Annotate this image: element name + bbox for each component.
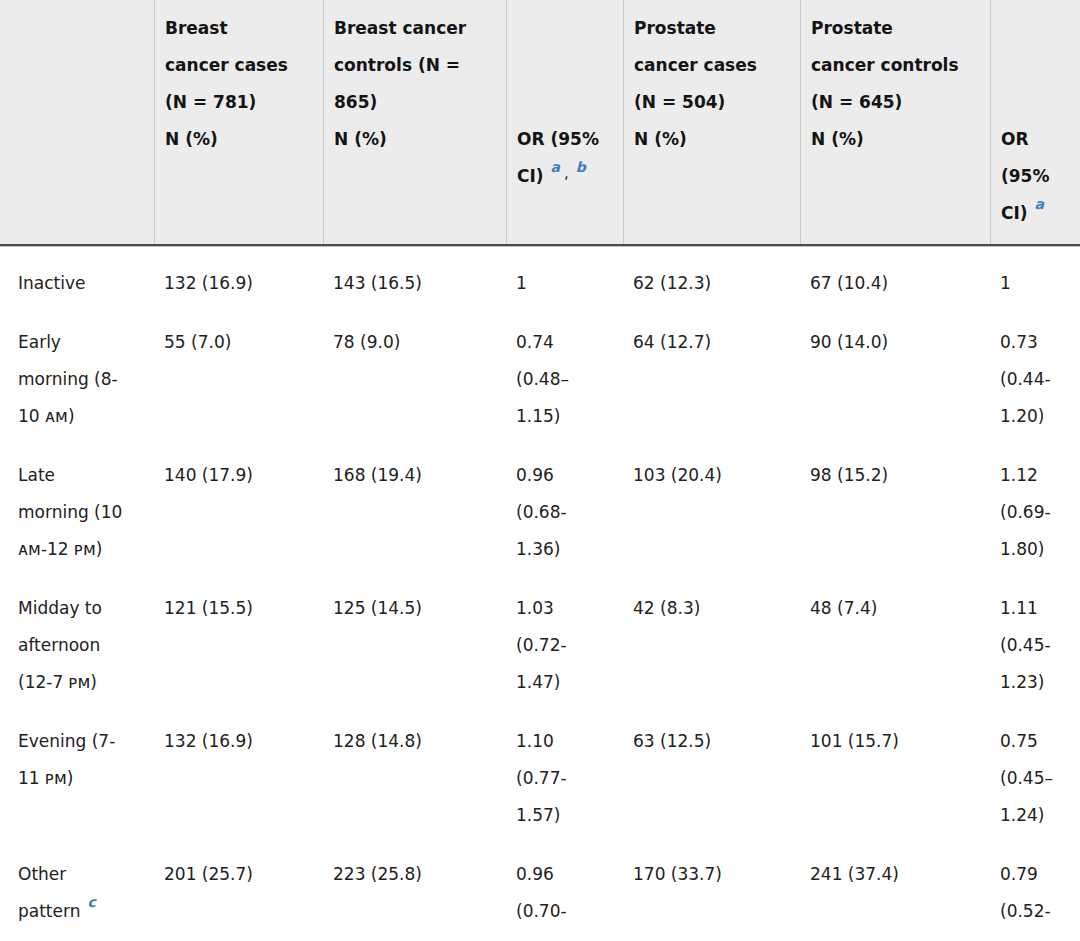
cell-or-breast: 1.10(0.77-1.57): [506, 704, 623, 837]
cell-breast-controls: 168 (19.4): [323, 438, 506, 571]
header-cell-breast-cases: Breastcancer cases(N = 781)N (%): [154, 0, 323, 244]
header-cell-prostate-controls: Prostatecancer controls(N = 645)N (%): [800, 0, 990, 244]
table-row-early-morning: Earlymorning (8-10 ᴀᴍ) 55 (7.0) 78 (9.0)…: [0, 305, 1080, 438]
cell-breast-controls: 143 (16.5): [323, 246, 506, 305]
cell-or-prostate: 1: [990, 246, 1080, 305]
cell-or-breast: 1.03(0.72-1.47): [506, 571, 623, 704]
or-breast-line1: OR (95%: [517, 129, 599, 149]
cell-prostate-controls: 241 (37.4): [800, 837, 990, 933]
row-label-text: Inactive: [18, 273, 85, 293]
header-row: Breastcancer cases(N = 781)N (%) Breast …: [0, 0, 1080, 246]
footnote-link-a[interactable]: a: [551, 159, 560, 175]
header-cell-or-breast: OR (95% CI) a, b: [506, 0, 623, 244]
row-label-text: Otherpattern: [18, 864, 80, 921]
row-label-text: Latemorning (10ᴀᴍ-12 ᴘᴍ): [18, 465, 122, 559]
table-row-inactive: Inactive 132 (16.9) 143 (16.5) 1 62 (12.…: [0, 246, 1080, 305]
cell-prostate-cases: 42 (8.3): [623, 571, 800, 704]
cell-prostate-cases: 170 (33.7): [623, 837, 800, 933]
table-row-midday-afternoon: Midday toafternoon(12-7 ᴘᴍ) 121 (15.5) 1…: [0, 571, 1080, 704]
footnote-link-c[interactable]: c: [87, 894, 95, 910]
table-row-evening: Evening (7-11 ᴘᴍ) 132 (16.9) 128 (14.8) …: [0, 704, 1080, 837]
cell-or-breast: 1: [506, 246, 623, 305]
or-prostate-line1: OR: [1001, 129, 1029, 149]
cell-prostate-cases: 63 (12.5): [623, 704, 800, 837]
cell-breast-cases: 55 (7.0): [154, 305, 323, 438]
row-label: Latemorning (10ᴀᴍ-12 ᴘᴍ): [0, 438, 154, 571]
header-cell-prostate-cases: Prostatecancer cases(N = 504)N (%): [623, 0, 800, 244]
table-row-other-pattern: Otherpattern c 201 (25.7) 223 (25.8) 0.96…: [0, 837, 1080, 933]
cell-or-prostate: 1.12(0.69-1.80): [990, 438, 1080, 571]
row-label-text: Midday toafternoon(12-7 ᴘᴍ): [18, 598, 102, 692]
cell-prostate-controls: 90 (14.0): [800, 305, 990, 438]
row-label: Midday toafternoon(12-7 ᴘᴍ): [0, 571, 154, 704]
cell-breast-controls: 125 (14.5): [323, 571, 506, 704]
cell-or-prostate: 0.75(0.45–1.24): [990, 704, 1080, 837]
cell-breast-cases: 140 (17.9): [154, 438, 323, 571]
cell-prostate-controls: 48 (7.4): [800, 571, 990, 704]
cell-prostate-cases: 103 (20.4): [623, 438, 800, 571]
row-label-text: Evening (7-11 ᴘᴍ): [18, 731, 115, 788]
cell-breast-controls: 223 (25.8): [323, 837, 506, 933]
cell-prostate-cases: 64 (12.7): [623, 305, 800, 438]
row-label: Otherpattern c: [0, 837, 154, 933]
results-table: Breastcancer cases(N = 781)N (%) Breast …: [0, 0, 1080, 941]
row-label: Inactive: [0, 246, 154, 305]
row-label: Earlymorning (8-10 ᴀᴍ): [0, 305, 154, 438]
cell-breast-cases: 121 (15.5): [154, 571, 323, 704]
cell-or-prostate: 0.79(0.52-: [990, 837, 1080, 933]
cell-prostate-cases: 62 (12.3): [623, 246, 800, 305]
cell-breast-controls: 78 (9.0): [323, 305, 506, 438]
cell-prostate-controls: 101 (15.7): [800, 704, 990, 837]
footnote-link-a[interactable]: a: [1035, 196, 1044, 212]
or-breast-line2: CI): [517, 166, 544, 186]
header-cell-breast-controls: Breast cancercontrols (N =865)N (%): [323, 0, 506, 244]
cell-or-breast: 0.74(0.48–1.15): [506, 305, 623, 438]
header-cell-or-prostate: OR (95% CI) a: [990, 0, 1080, 244]
cell-breast-cases: 132 (16.9): [154, 704, 323, 837]
cell-prostate-controls: 67 (10.4): [800, 246, 990, 305]
cell-breast-cases: 201 (25.7): [154, 837, 323, 933]
or-prostate-line2: (95%: [1001, 166, 1049, 186]
row-label-text: Earlymorning (8-10 ᴀᴍ): [18, 332, 118, 426]
header-cell-empty: [0, 0, 154, 244]
cell-breast-cases: 132 (16.9): [154, 246, 323, 305]
or-prostate-line3: CI): [1001, 203, 1028, 223]
cell-or-prostate: 0.73(0.44-1.20): [990, 305, 1080, 438]
cell-or-breast: 0.96(0.70-: [506, 837, 623, 933]
cell-or-breast: 0.96(0.68-1.36): [506, 438, 623, 571]
footnote-separator: ,: [564, 164, 569, 182]
table-row-late-morning: Latemorning (10ᴀᴍ-12 ᴘᴍ) 140 (17.9) 168 …: [0, 438, 1080, 571]
cell-breast-controls: 128 (14.8): [323, 704, 506, 837]
row-label: Evening (7-11 ᴘᴍ): [0, 704, 154, 837]
cell-prostate-controls: 98 (15.2): [800, 438, 990, 571]
footnote-link-b[interactable]: b: [576, 159, 586, 175]
cell-or-prostate: 1.11(0.45-1.23): [990, 571, 1080, 704]
